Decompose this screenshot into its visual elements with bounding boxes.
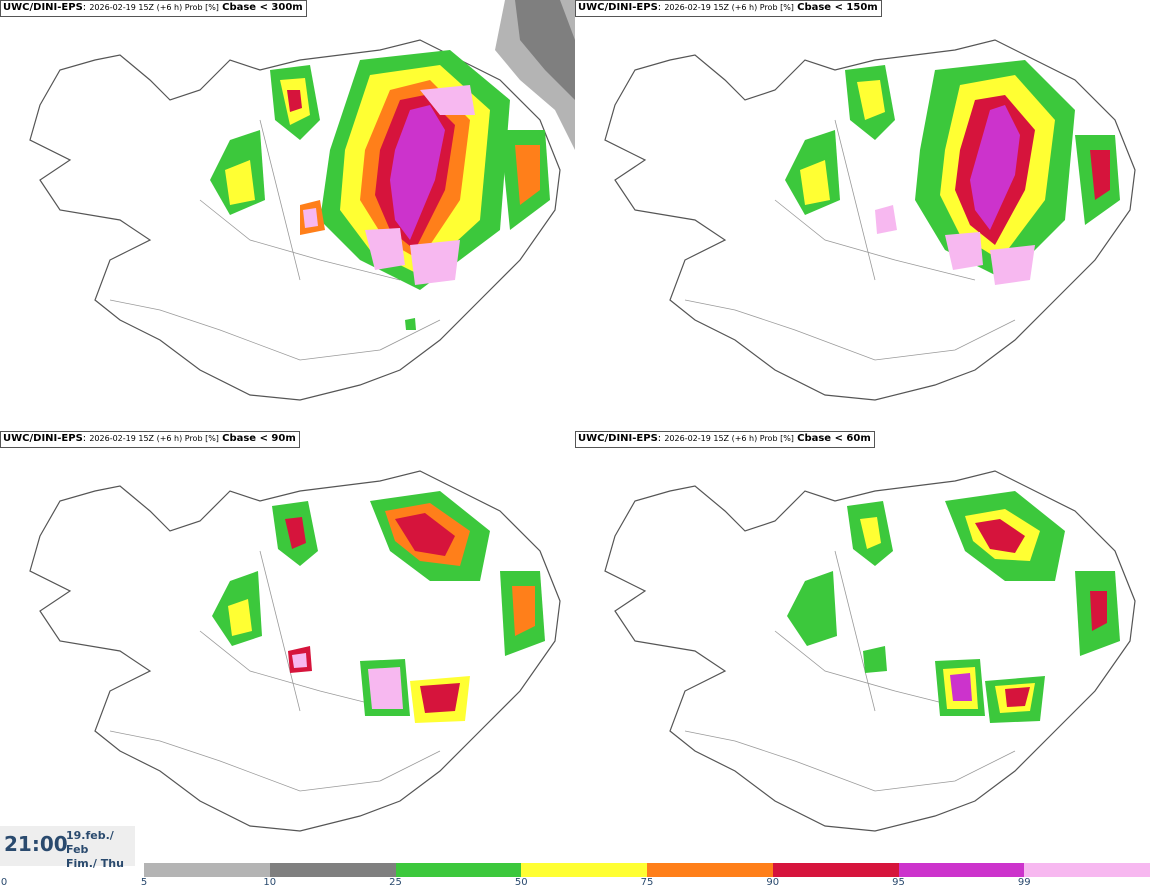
map-panel-cbase-60: UWC/DINI-EPS: 2026-02-19 15Z (+6 h) Prob… xyxy=(575,431,1150,862)
model-name: UWC/DINI-EPS xyxy=(578,433,658,444)
model-name: UWC/DINI-EPS xyxy=(3,2,83,13)
colorbar-segment xyxy=(144,863,271,877)
valid-date: 19.feb./ Feb Fim./ Thu xyxy=(66,829,135,871)
run-info: 2026-02-19 15Z (+6 h) Prob [%] xyxy=(664,3,794,12)
colorbar-segment xyxy=(269,863,396,877)
map-panel-cbase-150: UWC/DINI-EPS: 2026-02-19 15Z (+6 h) Prob… xyxy=(575,0,1150,431)
colorbar-segment xyxy=(898,863,1025,877)
variable-label: Cbase < 300m xyxy=(222,2,303,13)
colorbar-tick-label: 90 xyxy=(766,877,780,888)
colorbar-tick-label: 5 xyxy=(140,877,148,888)
iceland-map xyxy=(29,470,561,832)
panel-title: UWC/DINI-EPS: 2026-02-19 15Z (+6 h) Prob… xyxy=(0,431,300,448)
probability-colorbar xyxy=(144,863,1150,877)
variable-label: Cbase < 60m xyxy=(797,433,871,444)
valid-time-box: 21:00 19.feb./ Feb Fim./ Thu xyxy=(0,826,135,870)
run-info: 2026-02-19 15Z (+6 h) Prob [%] xyxy=(664,434,794,443)
iceland-map xyxy=(604,470,1136,832)
panel-title: UWC/DINI-EPS: 2026-02-19 15Z (+6 h) Prob… xyxy=(0,0,307,17)
colorbar-tick-label: 25 xyxy=(389,877,402,888)
colorbar-segment xyxy=(521,863,648,877)
colorbar-tick-label: 95 xyxy=(892,877,905,888)
colorbar-tick-label: 75 xyxy=(640,877,654,888)
valid-date-line2: Fim./ Thu xyxy=(66,857,124,870)
colorbar-segment xyxy=(395,863,522,877)
colorbar-tick-label: 99 xyxy=(1017,877,1031,888)
variable-label: Cbase < 150m xyxy=(797,2,878,13)
panel-title: UWC/DINI-EPS: 2026-02-19 15Z (+6 h) Prob… xyxy=(575,431,875,448)
colorbar-segment xyxy=(647,863,774,877)
variable-label: Cbase < 90m xyxy=(222,433,296,444)
valid-clock: 21:00 xyxy=(4,832,68,856)
model-name: UWC/DINI-EPS xyxy=(3,433,83,444)
run-info: 2026-02-19 15Z (+6 h) Prob [%] xyxy=(89,3,219,12)
colorbar-tick-label: 50 xyxy=(514,877,528,888)
colorbar-tick-label: 10 xyxy=(263,877,277,888)
colorbar-tick-label: 0 xyxy=(0,877,8,888)
map-panel-cbase-90: UWC/DINI-EPS: 2026-02-19 15Z (+6 h) Prob… xyxy=(0,431,575,862)
panel-title: UWC/DINI-EPS: 2026-02-19 15Z (+6 h) Prob… xyxy=(575,0,882,17)
run-info: 2026-02-19 15Z (+6 h) Prob [%] xyxy=(89,434,219,443)
valid-date-line1: 19.feb./ Feb xyxy=(66,829,114,856)
iceland-map xyxy=(29,0,575,401)
colorbar-segment xyxy=(1024,863,1150,877)
colorbar-segment xyxy=(772,863,899,877)
iceland-map xyxy=(604,39,1136,401)
model-name: UWC/DINI-EPS xyxy=(578,2,658,13)
map-panel-cbase-300: UWC/DINI-EPS: 2026-02-19 15Z (+6 h) Prob… xyxy=(0,0,575,431)
